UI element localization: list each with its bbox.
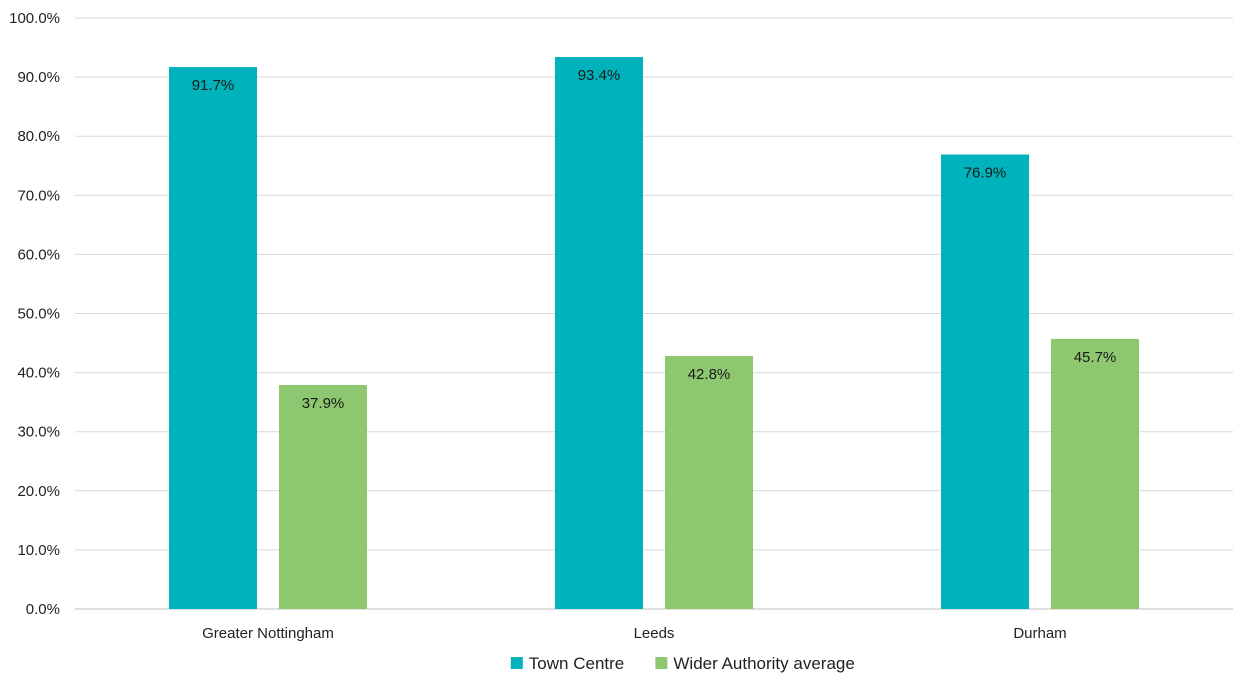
legend-swatch (655, 657, 668, 669)
x-category-label: Greater Nottingham (202, 625, 334, 642)
data-label: 76.9% (964, 165, 1007, 182)
data-labels: 91.7% 37.9% 93.4% 42.8% 76.9% 45.7% (192, 67, 1117, 412)
data-label: 93.4% (578, 67, 621, 84)
x-category-label: Durham (1013, 625, 1066, 642)
y-tick-label: 100.0% (9, 10, 60, 27)
legend-entry: Town Centre (529, 654, 624, 673)
y-tick-label: 10.0% (17, 542, 60, 559)
y-axis: 0.0% 10.0% 20.0% 30.0% 40.0% 50.0% 60.0% 70.0% 8… (9, 10, 60, 618)
x-axis: Greater Nottingham Leeds Durham (202, 625, 1067, 642)
legend-swatch (510, 657, 523, 669)
y-tick-label: 80.0% (17, 128, 60, 145)
legend: Town Centre Wider Authority average (510, 654, 855, 673)
y-tick-label: 30.0% (17, 424, 60, 441)
bar-town-centre-durham (941, 154, 1029, 609)
grid-lines (75, 17, 1233, 610)
data-label: 45.7% (1074, 349, 1117, 366)
y-tick-label: 60.0% (17, 246, 60, 263)
legend-entry: Wider Authority average (673, 654, 854, 673)
bar-wider-authority-average-durham (1051, 338, 1139, 609)
bars (169, 57, 1139, 610)
y-tick-label: 70.0% (17, 187, 60, 204)
y-tick-label: 50.0% (17, 306, 60, 323)
bar-town-centre-greater-nottingham (169, 67, 257, 610)
y-tick-label: 90.0% (17, 69, 60, 86)
bar-wider-authority-average-leeds (665, 356, 753, 609)
y-tick-label: 20.0% (17, 483, 60, 500)
bar-wider-authority-average-greater-nottingham (279, 385, 367, 609)
data-label: 37.9% (302, 395, 345, 412)
x-category-label: Leeds (634, 625, 675, 642)
y-tick-label: 0.0% (26, 601, 60, 618)
data-label: 91.7% (192, 77, 235, 94)
data-label: 42.8% (688, 366, 731, 383)
bar-town-centre-leeds (555, 57, 643, 610)
y-tick-label: 40.0% (17, 365, 60, 382)
